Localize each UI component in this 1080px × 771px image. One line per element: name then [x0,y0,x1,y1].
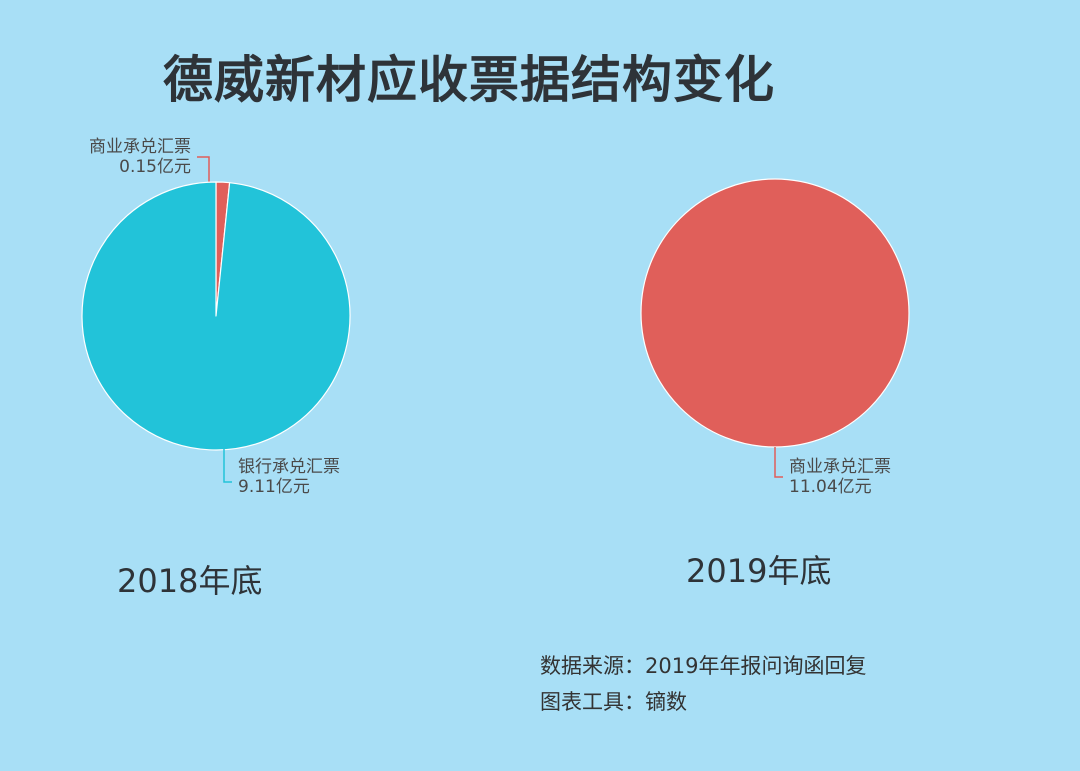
slice-label-0-0: 商业承兑汇票 [89,137,191,157]
slice-label-0-1: 银行承兑汇票 [238,457,340,477]
source-note: 数据来源：2019年年报问询函回复 图表工具：镝数 [540,648,866,720]
leader-line-0-1 [223,447,232,483]
pie-slice-1-0[interactable] [640,178,910,448]
slice-value-label-0-1: 9.11亿元 [238,477,310,497]
year-label-2018: 2018年底 [117,562,263,600]
page-title: 德威新材应收票据结构变化 [163,51,775,109]
leader-line-1-0 [774,447,783,478]
slice-label-1-0: 商业承兑汇票 [789,457,891,477]
slice-value-label-0-0: 0.15亿元 [119,157,191,177]
chart-tool-text: 图表工具：镝数 [540,690,687,714]
slice-value-label-1-0: 11.04亿元 [789,477,872,497]
year-label-2019: 2019年底 [686,552,832,590]
pie-slice-0-1[interactable] [81,181,351,451]
data-source-text: 数据来源：2019年年报问询函回复 [540,654,867,678]
leader-line-0-0 [197,156,210,183]
